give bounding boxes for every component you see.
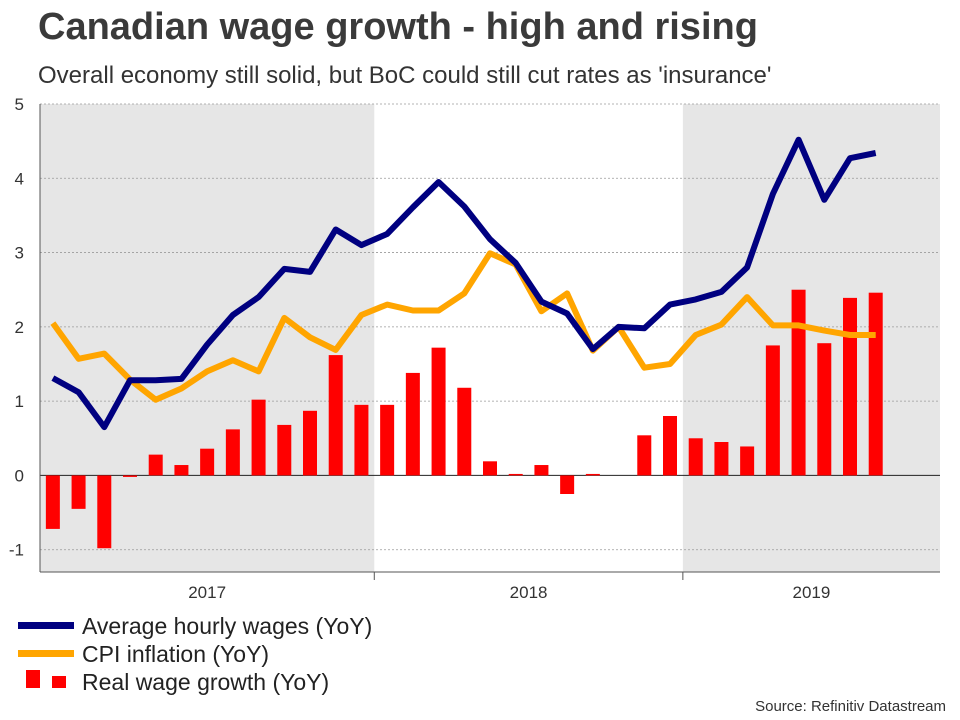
bar-real-wage xyxy=(45,475,60,529)
bar-real-wage xyxy=(457,387,472,476)
bar-real-wage xyxy=(123,475,137,477)
y-tick-label: 1 xyxy=(15,392,24,411)
legend-swatch-wages xyxy=(18,612,74,640)
x-tick-label: 2019 xyxy=(793,583,831,600)
bar-real-wage xyxy=(508,473,523,476)
bar-real-wage xyxy=(354,404,369,476)
y-tick-label: -1 xyxy=(9,541,24,560)
bar-real-wage xyxy=(740,446,755,476)
y-tick-label: 3 xyxy=(15,244,24,263)
legend-label-real: Real wage growth (YoY) xyxy=(82,668,330,695)
x-tick-label: 2018 xyxy=(510,583,548,600)
bar-real-wage xyxy=(585,473,600,476)
bar-real-wage xyxy=(637,435,652,476)
bar-real-wage xyxy=(431,347,446,476)
bar-real-wage xyxy=(380,404,395,476)
legend: Average hourly wages (YoY) CPI inflation… xyxy=(18,612,372,696)
axes: -1 0 1 2 3 4 5 2017 2018 2019 xyxy=(9,95,940,600)
legend-swatch-real xyxy=(18,668,74,696)
bar-real-wage xyxy=(483,461,497,476)
bar-real-wage xyxy=(791,289,806,476)
bar-real-wage xyxy=(328,355,343,476)
bar-real-wage xyxy=(405,372,420,476)
year-shading xyxy=(40,104,940,572)
shade-band-2017 xyxy=(40,104,375,572)
bar-real-wage xyxy=(71,475,86,509)
series-lines xyxy=(50,136,877,431)
line-cpi-inflation xyxy=(50,250,876,403)
bar-real-wage xyxy=(174,465,189,476)
bar-real-wage xyxy=(560,475,575,494)
bar-real-wage xyxy=(303,410,317,476)
bar-real-wage xyxy=(688,438,703,476)
bar-real-wage xyxy=(868,292,883,476)
bar-real-wage xyxy=(277,424,292,476)
bar-real-wage xyxy=(97,475,112,549)
chart-title: Canadian wage growth - high and rising xyxy=(38,6,758,48)
y-tick-label: 0 xyxy=(15,466,24,485)
y-tick-label: 4 xyxy=(15,169,24,188)
bar-real-wage xyxy=(225,429,240,476)
x-tick-label: 2017 xyxy=(188,583,226,600)
shade-band-2019 xyxy=(682,104,940,572)
chart-subtitle: Overall economy still solid, but BoC cou… xyxy=(38,62,772,89)
legend-item-wages: Average hourly wages (YoY) xyxy=(18,612,372,640)
line-average-hourly-wages xyxy=(51,136,877,431)
bar-real-wage xyxy=(714,442,729,476)
bar-real-wage xyxy=(765,345,780,476)
bar-real-wage xyxy=(663,416,677,476)
bar-real-wage xyxy=(148,454,163,476)
source-note: Source: Refinitiv Datastream xyxy=(755,698,946,715)
legend-item-cpi: CPI inflation (YoY) xyxy=(18,640,372,668)
bar-real-wage xyxy=(251,399,266,476)
y-tick-label: 2 xyxy=(15,318,24,337)
legend-label-cpi: CPI inflation (YoY) xyxy=(82,640,270,667)
chart-area: -1 0 1 2 3 4 5 2017 2018 2019 xyxy=(9,95,940,600)
y-tick-label: 5 xyxy=(15,95,24,114)
bar-real-wage xyxy=(817,343,832,476)
legend-label-wages: Average hourly wages (YoY) xyxy=(82,612,373,639)
bar-real-wage xyxy=(200,448,215,476)
legend-swatch-cpi xyxy=(18,640,74,668)
real-wage-bars xyxy=(45,289,883,549)
bar-real-wage xyxy=(843,297,857,476)
legend-item-real: Real wage growth (YoY) xyxy=(18,668,372,696)
bar-real-wage xyxy=(534,465,549,476)
